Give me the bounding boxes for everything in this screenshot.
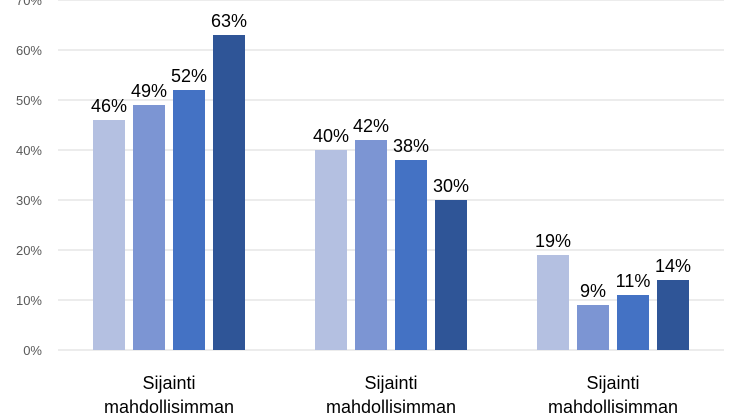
- data-label: 42%: [353, 116, 389, 136]
- bar: [617, 295, 649, 350]
- y-tick-label: 20%: [16, 243, 42, 258]
- data-label: 49%: [131, 81, 167, 101]
- data-labels: 46% 40% 19% 49% 42% 9% 52% 38% 11% 63% 30% 14%: [91, 11, 691, 301]
- data-label: 40%: [313, 126, 349, 146]
- bar: [133, 105, 165, 350]
- x-category-label-line: mahdollisimman: [104, 397, 234, 417]
- bar: [213, 35, 245, 350]
- bar: [355, 140, 387, 350]
- bar: [315, 150, 347, 350]
- data-label: 38%: [393, 136, 429, 156]
- bar: [173, 90, 205, 350]
- data-label: 14%: [655, 256, 691, 276]
- data-label: 63%: [211, 11, 247, 31]
- data-label: 52%: [171, 66, 207, 86]
- y-axis-tick-labels: 0% 10% 20% 30% 40% 50% 60% 70%: [16, 0, 42, 358]
- bar: [657, 280, 689, 350]
- bar: [537, 255, 569, 350]
- x-category-label: Sijainti mahdollisimman: [548, 373, 678, 417]
- y-tick-label: 10%: [16, 293, 42, 308]
- bar: [93, 120, 125, 350]
- x-category-label-line: mahdollisimman: [326, 397, 456, 417]
- y-tick-label: 50%: [16, 93, 42, 108]
- x-category-label-line: mahdollisimman: [548, 397, 678, 417]
- data-label: 46%: [91, 96, 127, 116]
- x-axis-category-labels: Sijainti mahdollisimman Sijainti mahdollisi…: [104, 373, 678, 417]
- x-category-label-line: Sijainti: [142, 373, 195, 393]
- y-tick-label: 0%: [23, 343, 42, 358]
- y-tick-label: 70%: [16, 0, 42, 8]
- data-label: 11%: [616, 271, 651, 291]
- bars: [93, 35, 689, 350]
- bar: [577, 305, 609, 350]
- data-label: 19%: [535, 231, 571, 251]
- y-tick-label: 40%: [16, 143, 42, 158]
- bar: [435, 200, 467, 350]
- data-label: 30%: [433, 176, 469, 196]
- x-category-label: Sijainti mahdollisimman: [326, 373, 456, 417]
- y-tick-label: 60%: [16, 43, 42, 58]
- x-category-label-line: Sijainti: [586, 373, 639, 393]
- y-tick-label: 30%: [16, 193, 42, 208]
- data-label: 9%: [580, 281, 606, 301]
- bar: [395, 160, 427, 350]
- x-category-label-line: Sijainti: [364, 373, 417, 393]
- gridlines: [58, 0, 724, 351]
- x-category-label: Sijainti mahdollisimman: [104, 373, 234, 417]
